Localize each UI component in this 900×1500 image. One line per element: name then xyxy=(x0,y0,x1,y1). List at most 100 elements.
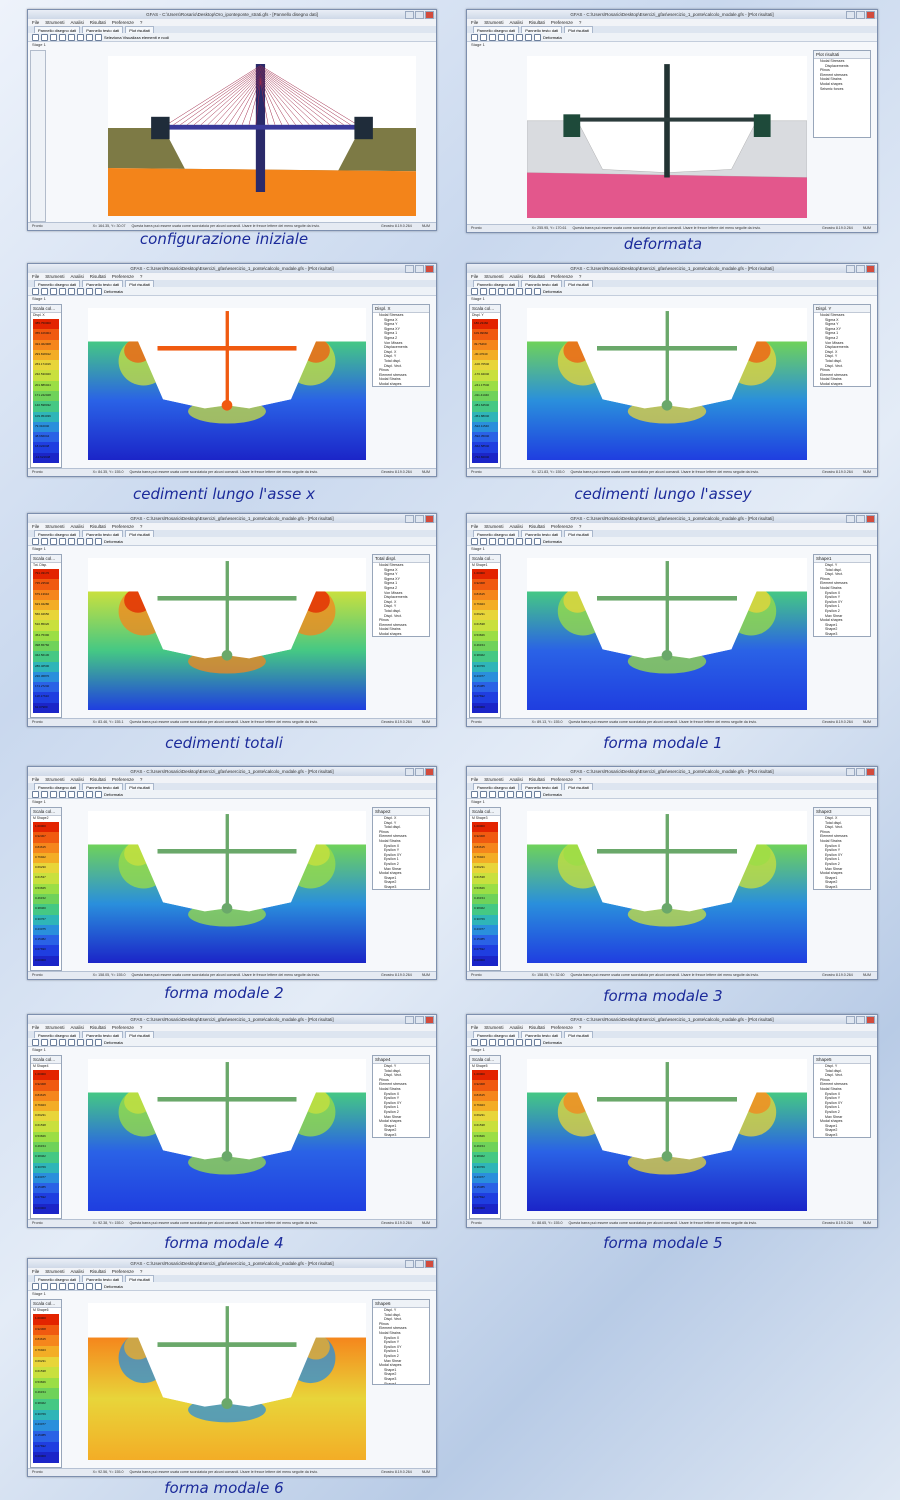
results-tree-item[interactable]: Shape4 xyxy=(373,890,429,891)
menu-item-risultati[interactable]: Risultati xyxy=(528,777,545,782)
toolbar-button[interactable] xyxy=(498,537,505,545)
menu-item-help[interactable]: ? xyxy=(139,524,143,529)
toolbar-button[interactable] xyxy=(534,537,541,545)
toolbar-button[interactable] xyxy=(86,33,93,41)
results-tree-item[interactable]: Plinos xyxy=(379,368,389,373)
results-tree-item[interactable]: Max Shear xyxy=(825,1114,843,1119)
results-tree-item[interactable]: Total displ. xyxy=(825,820,842,825)
menu-item-preferenze[interactable]: Preferenze xyxy=(550,777,573,782)
menu-item-strumenti[interactable]: Strumenti xyxy=(484,274,504,279)
results-tree-item[interactable]: Total displ. xyxy=(825,1068,842,1073)
menu-item-analisi[interactable]: Analisi xyxy=(509,777,523,782)
results-tree-item[interactable]: Displ. Vect. xyxy=(384,1073,402,1078)
tab-0[interactable]: Pannello disegno dati xyxy=(34,26,81,33)
toolbar-button[interactable] xyxy=(507,790,514,798)
results-tree-item[interactable]: Modal shapes xyxy=(820,381,843,386)
tab-0[interactable]: Pannello disegno dati xyxy=(473,783,520,790)
results-tree-item[interactable]: Plinos xyxy=(820,829,830,834)
toolbar-button[interactable] xyxy=(32,790,39,798)
menu-item-preferenze[interactable]: Preferenze xyxy=(111,274,134,279)
results-tree-item[interactable]: Epsilon XY xyxy=(825,599,843,604)
results-tree-item[interactable]: Displ. Vect. xyxy=(825,825,843,830)
results-tree-item[interactable]: Element stresses xyxy=(379,372,407,377)
tab-0[interactable]: Pannello disegno dati xyxy=(34,783,81,790)
menu-item-analisi[interactable]: Analisi xyxy=(70,1269,84,1274)
results-tree-item[interactable]: Shape4 xyxy=(373,1138,429,1139)
menu-item-preferenze[interactable]: Preferenze xyxy=(111,1269,134,1274)
toolbar-button[interactable] xyxy=(86,287,93,295)
stage-selector[interactable]: Stage 1 xyxy=(467,546,877,552)
results-tree-item[interactable]: Epsilon X xyxy=(384,1091,400,1096)
results-tree-item[interactable]: Epsilon X xyxy=(825,1091,841,1096)
toolbar-button[interactable] xyxy=(498,1038,505,1046)
maximize-button[interactable] xyxy=(415,1260,424,1268)
results-tree-item[interactable]: Shape4 xyxy=(814,1138,870,1139)
tab-0[interactable]: Pannello disegno dati xyxy=(473,280,520,287)
menu-item-strumenti[interactable]: Strumenti xyxy=(45,274,65,279)
results-tree-item[interactable]: Displ. X xyxy=(825,816,838,820)
toolbar-button[interactable] xyxy=(489,33,496,41)
toolbar-button[interactable] xyxy=(41,1038,48,1046)
results-tree-item[interactable]: Shape2 xyxy=(384,1372,397,1377)
minimize-button[interactable] xyxy=(405,1016,414,1024)
results-tree-item[interactable]: Modal shapes xyxy=(379,381,402,386)
stage-selector[interactable]: Stage 1 xyxy=(28,1291,436,1297)
results-tree-item[interactable]: Plinos xyxy=(379,829,389,834)
menu-item-risultati[interactable]: Risultati xyxy=(528,274,545,279)
results-tree-item[interactable]: Epsilon X xyxy=(384,1335,400,1340)
menu-item-file[interactable]: File xyxy=(471,777,479,782)
toolbar-button[interactable] xyxy=(534,1038,541,1046)
menu-item-risultati[interactable]: Risultati xyxy=(89,777,106,782)
menu-item-file[interactable]: File xyxy=(471,274,479,279)
results-tree-item[interactable]: Epsilon 2 xyxy=(825,861,840,866)
menu-item-strumenti[interactable]: Strumenti xyxy=(45,1269,65,1274)
deformata-dropdown[interactable]: Seleziona Visualizza elementi e nodi xyxy=(104,34,169,40)
results-tree-item[interactable]: Sigma 1 xyxy=(825,331,839,336)
results-tree-item[interactable]: Shape4 xyxy=(814,890,870,891)
tab-2[interactable]: Plot risultati xyxy=(125,280,154,287)
results-tree-item[interactable]: Max Shear xyxy=(384,1114,402,1119)
results-tree-item[interactable]: Sigma XY xyxy=(384,326,400,331)
results-tree-item[interactable]: Total displ. xyxy=(825,567,842,572)
tab-0[interactable]: Pannello disegno dati xyxy=(34,1275,81,1282)
results-tree-item[interactable]: Plinos xyxy=(379,618,389,623)
results-tree-item[interactable]: Modal shapes xyxy=(379,1119,402,1124)
toolbar-button[interactable] xyxy=(534,790,541,798)
menu-item-analisi[interactable]: Analisi xyxy=(509,1025,523,1030)
results-tree-item[interactable]: Plinos xyxy=(379,1077,389,1082)
menu-item-file[interactable]: File xyxy=(32,20,40,25)
results-tree-item[interactable]: Shape1 xyxy=(384,1123,397,1128)
toolbar-button[interactable] xyxy=(498,790,505,798)
results-tree-item[interactable]: Total displ. xyxy=(384,825,401,830)
menu-item-strumenti[interactable]: Strumenti xyxy=(484,524,504,529)
tab-0[interactable]: Pannello disegno dati xyxy=(34,1031,81,1038)
menu-item-risultati[interactable]: Risultati xyxy=(528,20,545,25)
results-tree-item[interactable]: Element stresses xyxy=(379,1082,407,1087)
stage-selector[interactable]: Stage 1 xyxy=(28,546,436,552)
results-tree-item[interactable]: Epsilon 2 xyxy=(384,1353,399,1358)
results-tree-item[interactable]: Epsilon X xyxy=(825,843,841,848)
results-tree-item[interactable]: Sigma XY xyxy=(384,576,400,581)
toolbar-button[interactable] xyxy=(95,1038,102,1046)
results-tree-item[interactable]: Nodal Strains xyxy=(379,627,401,632)
menu-item-preferenze[interactable]: Preferenze xyxy=(111,20,134,25)
results-tree-item[interactable]: Sigma Y xyxy=(384,322,398,327)
results-tree-item[interactable]: Displ. Y xyxy=(825,563,838,567)
toolbar-button[interactable] xyxy=(32,537,39,545)
toolbar-button[interactable] xyxy=(86,537,93,545)
toolbar-button[interactable] xyxy=(59,33,66,41)
menu-item-analisi[interactable]: Analisi xyxy=(70,777,84,782)
results-tree-item[interactable]: Shape2 xyxy=(825,1128,838,1133)
tab-1[interactable]: Pannello testo dati xyxy=(82,1031,124,1038)
toolbar-button[interactable] xyxy=(516,33,523,41)
tab-2[interactable]: Plot risultati xyxy=(564,783,593,790)
tab-2[interactable]: Plot risultati xyxy=(125,1275,154,1282)
menu-item-help[interactable]: ? xyxy=(578,777,582,782)
toolbar-button[interactable] xyxy=(525,537,532,545)
results-tree-item[interactable]: Epsilon 2 xyxy=(384,1109,399,1114)
stage-selector[interactable]: Stage 1 xyxy=(28,296,436,302)
toolbar-button[interactable] xyxy=(68,287,75,295)
tab-2[interactable]: Plot risultati xyxy=(564,1031,593,1038)
results-tree-item[interactable]: Shape3 xyxy=(825,884,838,889)
results-tree-item[interactable]: Sigma XY xyxy=(825,326,841,331)
